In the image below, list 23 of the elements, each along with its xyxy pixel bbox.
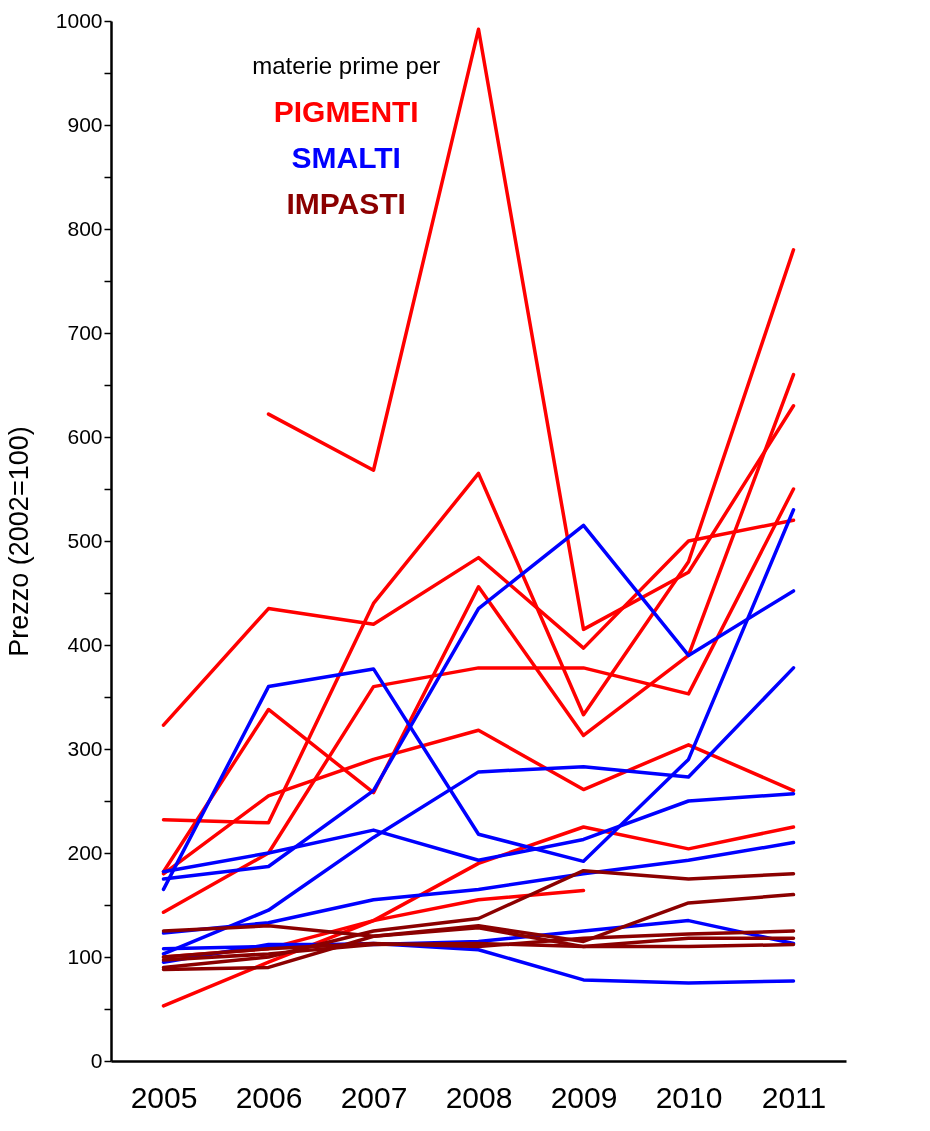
y-tick-label: 300 xyxy=(67,736,103,760)
x-tick-label: 2006 xyxy=(235,1080,303,1114)
x-tick-label: 2010 xyxy=(655,1080,723,1114)
y-tick-label: 600 xyxy=(67,424,103,448)
y-tick-label: 0 xyxy=(90,1048,103,1072)
y-tick-label: 1000 xyxy=(55,8,103,32)
x-tick-label: 2009 xyxy=(550,1080,618,1114)
text: IMPASTI xyxy=(286,186,406,220)
y-tick-label: 700 xyxy=(67,320,103,344)
x-tick-label: 2005 xyxy=(130,1080,198,1114)
y-tick-label: 100 xyxy=(67,944,103,968)
x-tick-label: 2007 xyxy=(340,1080,408,1114)
text: SMALTI xyxy=(291,140,401,174)
y-tick-label: 800 xyxy=(67,216,103,240)
y-tick-label: 500 xyxy=(67,528,103,552)
y-tick-label: 900 xyxy=(67,112,103,136)
x-tick-label: 2008 xyxy=(445,1080,513,1114)
y-axis-title: Prezzo (2002=100) xyxy=(3,426,34,657)
y-tick-label: 400 xyxy=(67,632,103,656)
series-label: PIGMENTI xyxy=(273,94,419,128)
x-tick-label: 2011 xyxy=(761,1080,827,1114)
y-tick-label: 200 xyxy=(67,840,103,864)
legend-title: materie prime per xyxy=(252,51,441,79)
